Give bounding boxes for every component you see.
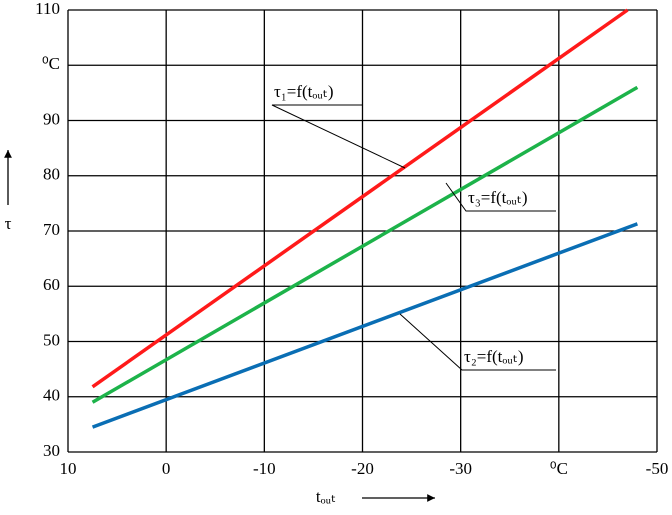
y-tick-label: 40 (43, 386, 60, 405)
series-label: τ₁=f(tₒᵤₜ) (274, 82, 334, 101)
series-line (91, 222, 638, 429)
x-tick-label: -20 (351, 459, 374, 478)
series-line (91, 8, 629, 389)
x-tick-label: 10 (60, 459, 77, 478)
y-tick-label: ⁰C (42, 54, 60, 73)
y-tick-label: 90 (43, 109, 60, 128)
series-label: τ₂=f(tₒᵤₜ) (464, 347, 524, 366)
series-line (91, 85, 639, 404)
x-axis-label: tₒᵤₜ (316, 487, 336, 506)
leader-line (445, 182, 556, 212)
x-tick-label: -10 (253, 459, 276, 478)
series-label: τ₃=f(tₒᵤₜ) (468, 188, 528, 207)
y-tick-label: 80 (43, 165, 60, 184)
leader-line (399, 313, 556, 371)
y-tick-label: 70 (43, 220, 60, 239)
y-tick-label: 110 (35, 0, 60, 18)
x-tick-label: 0 (162, 459, 171, 478)
y-tick-label: 30 (43, 441, 60, 460)
x-tick-label: ⁰C (550, 459, 568, 478)
y-tick-label: 60 (43, 275, 60, 294)
x-tick-label: -30 (449, 459, 472, 478)
y-axis-label: τ (5, 214, 12, 233)
x-tick-label: -50 (646, 459, 669, 478)
leader-line (271, 104, 406, 169)
y-tick-label: 50 (43, 330, 60, 349)
